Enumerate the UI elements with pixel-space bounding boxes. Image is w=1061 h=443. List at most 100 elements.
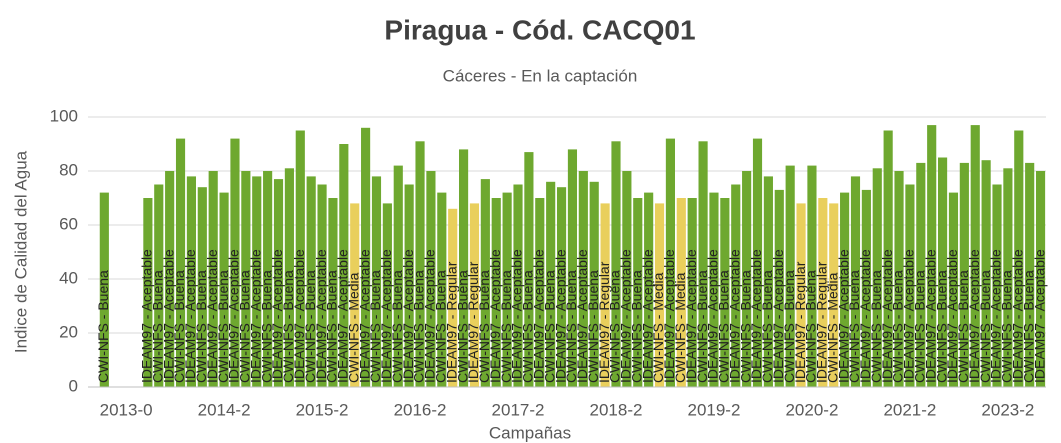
bar-label: CWI-NFS - Buena	[890, 270, 906, 383]
y-tick-label: 20	[59, 322, 78, 341]
bar	[807, 165, 817, 387]
bar-label: IDEAM97 - Aceptable	[705, 249, 721, 383]
bar-label: IDEAM97 - Aceptable	[661, 249, 677, 383]
x-tick-label: 2021-2	[883, 400, 936, 419]
bar	[513, 184, 523, 387]
bar	[861, 189, 871, 387]
bar-label: CWI-NFS - Media	[650, 272, 666, 383]
bar-label: IDEAM97 - Aceptable	[966, 249, 982, 383]
bar-label: IDEAM97 - Aceptable	[204, 249, 220, 383]
bar-label: IDEAM97 - Aceptable	[901, 249, 917, 383]
bar-label: IDEAM97 - Regular	[814, 261, 830, 383]
bar-label: IDEAM97 - Aceptable	[291, 249, 307, 383]
bar	[633, 198, 643, 387]
bar-label: IDEAM97 - Regular	[792, 261, 808, 383]
chart-title: Piragua - Cód. CACQ01	[384, 14, 695, 45]
bar-label: IDEAM97 - Aceptable	[1031, 249, 1047, 383]
bar-label: CWI-NFS - Buena	[977, 270, 993, 383]
x-tick-label: 2013-0	[100, 400, 153, 419]
bar-label: CWI-NFS - Buena	[912, 270, 928, 383]
bar-label: CWI-NFS - Buena	[628, 270, 644, 383]
bar	[273, 179, 284, 387]
x-tick-label: 2014-2	[198, 400, 251, 419]
bar-label: IDEAM97 - Aceptable	[1009, 249, 1025, 383]
y-tick-label: 100	[50, 106, 78, 125]
bar-label: IDEAM97 - Aceptable	[726, 249, 742, 383]
bar	[404, 184, 414, 387]
bar	[502, 192, 512, 387]
bar	[567, 149, 578, 387]
bar-label: IDEAM97 - Regular	[465, 261, 481, 383]
bar	[611, 141, 621, 387]
bar-label: IDEAM97 - Aceptable	[922, 249, 938, 383]
bar	[1035, 171, 1046, 387]
bar-label: CWI-NFS - Media	[672, 272, 688, 383]
bar	[284, 168, 294, 387]
bar	[698, 141, 708, 387]
x-tick-label: 2019-2	[687, 400, 740, 419]
bar	[448, 208, 458, 387]
bar	[175, 138, 186, 387]
bar	[186, 176, 196, 387]
bar-label: IDEAM97 - Aceptable	[988, 249, 1004, 383]
bar	[143, 198, 153, 387]
bar-label: IDEAM97 - Aceptable	[639, 249, 655, 383]
bar	[742, 171, 752, 387]
bar-label: IDEAM97 - Aceptable	[770, 249, 786, 383]
x-axis-label: Campañas	[489, 423, 571, 442]
bar	[981, 160, 991, 387]
bar	[295, 130, 305, 387]
bar	[818, 198, 828, 387]
bar	[339, 144, 349, 387]
bar-label: CWI-NFS - Buena	[324, 270, 340, 383]
bar-label: CWI-NFS - Buena	[520, 270, 536, 383]
bar	[796, 203, 806, 387]
bar	[600, 203, 610, 387]
bar-label: IDEAM97 - Aceptable	[313, 249, 329, 383]
bar-label: CWI-NFS - Buena	[454, 270, 470, 383]
bar	[894, 171, 904, 387]
bar	[948, 192, 959, 387]
bar-label: IDEAM97 - Aceptable	[618, 249, 634, 383]
bar-label: IDEAM97 - Aceptable	[269, 249, 285, 383]
bar	[165, 171, 175, 387]
bar-label: IDEAM97 - Aceptable	[356, 249, 372, 383]
bar	[731, 184, 741, 387]
bar-label: IDEAM97 - Aceptable	[182, 249, 198, 383]
bar	[687, 198, 697, 387]
bar-label: IDEAM97 - Aceptable	[226, 249, 242, 383]
bar-label: IDEAM97 - Aceptable	[683, 249, 699, 383]
bar-label: CWI-NFS - Buena	[607, 270, 623, 383]
bar-label: CWI-NFS - Buena	[541, 270, 557, 383]
bar	[676, 198, 686, 387]
bar-label: CWI-NFS - Buena	[95, 270, 111, 383]
y-tick-label: 0	[69, 376, 78, 395]
bar	[524, 152, 534, 387]
bar	[469, 203, 480, 387]
bar	[927, 125, 937, 387]
bar	[589, 181, 599, 387]
bar	[665, 138, 675, 387]
bar-label: IDEAM97 - Regular	[443, 261, 459, 383]
bar	[371, 176, 382, 387]
bar	[578, 171, 588, 387]
bar	[252, 176, 262, 387]
bar	[720, 198, 730, 387]
x-tick-label: 2016-2	[394, 400, 447, 419]
bar	[361, 127, 371, 388]
bar-label: CWI-NFS - Buena	[171, 270, 187, 383]
bar-label: IDEAM97 - Aceptable	[378, 249, 394, 383]
bar	[1003, 168, 1013, 387]
bar-label: IDEAM97 - Aceptable	[422, 249, 438, 383]
bar-label: IDEAM97 - Regular	[596, 261, 612, 383]
bar-label: IDEAM97 - Aceptable	[574, 249, 590, 383]
bar	[622, 171, 632, 387]
bar	[350, 203, 360, 387]
bar	[644, 192, 654, 387]
bar	[850, 176, 861, 387]
bar	[883, 130, 893, 387]
bar	[208, 171, 218, 387]
bar	[959, 162, 969, 387]
bar	[317, 184, 327, 387]
bar-label: IDEAM97 - Aceptable	[160, 249, 176, 383]
